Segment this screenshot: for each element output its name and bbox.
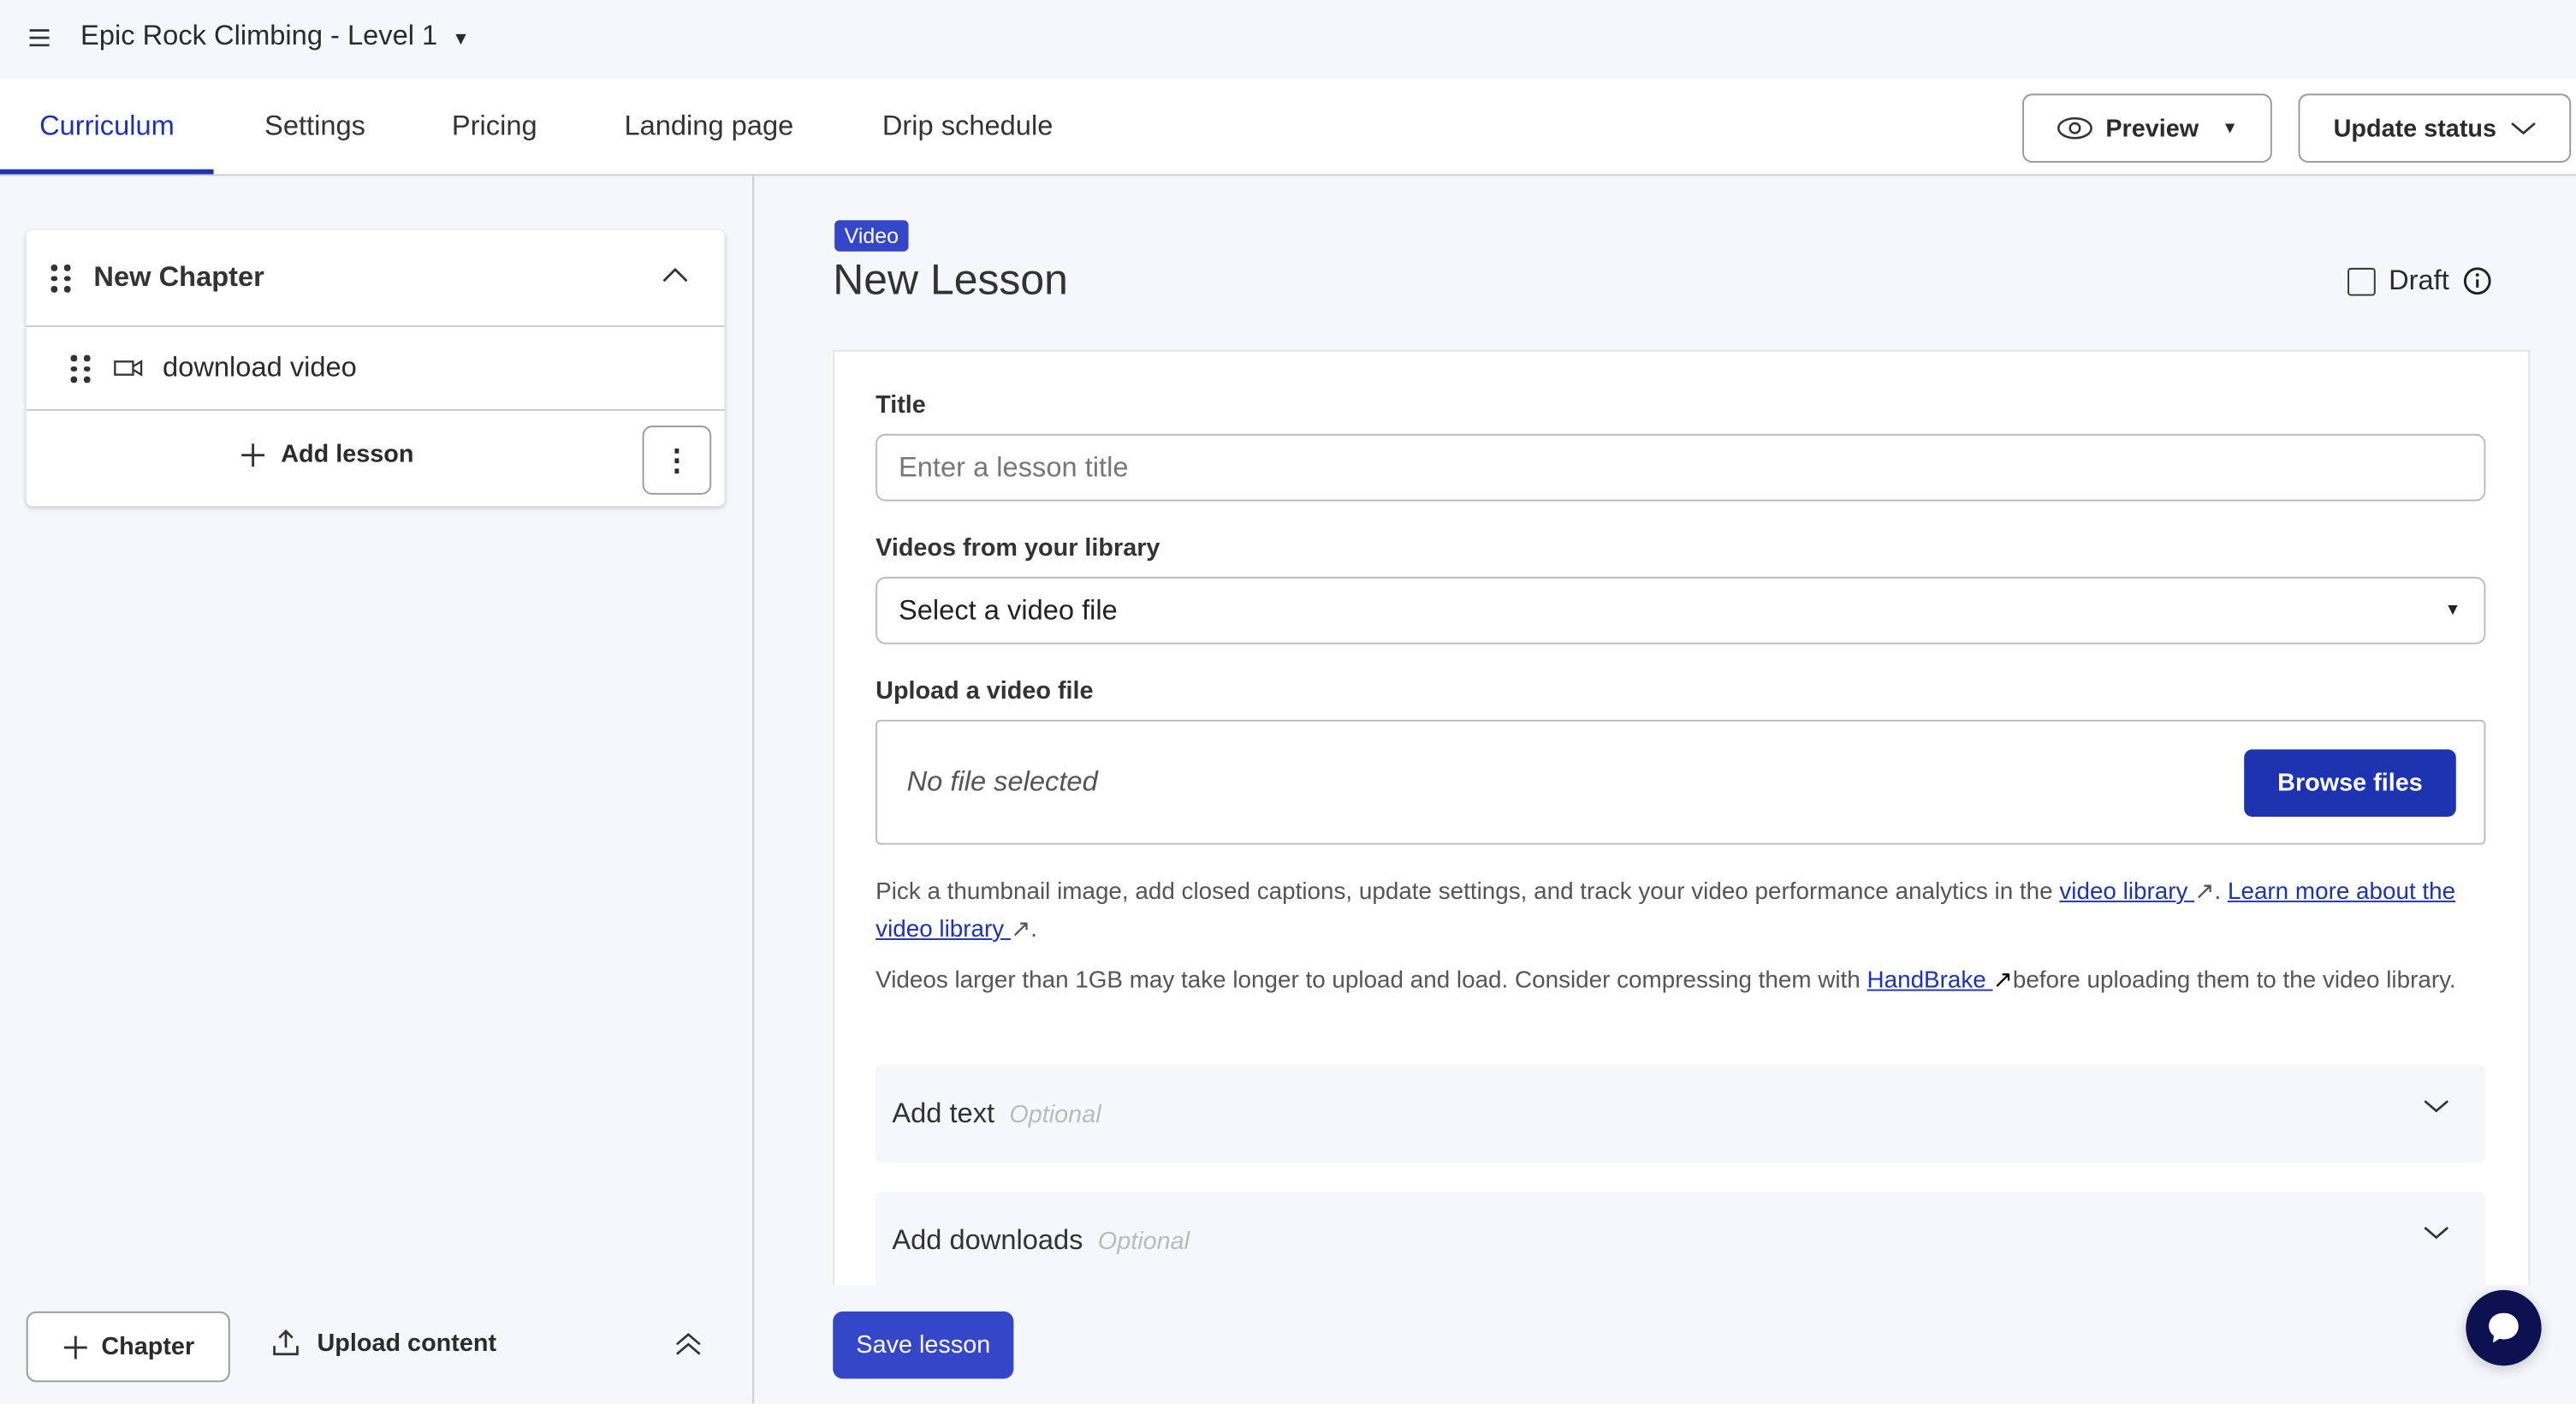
chevron-down-icon bbox=[2510, 122, 2536, 135]
preview-button[interactable]: Preview ▼ bbox=[2022, 93, 2272, 164]
preview-label: Preview bbox=[2105, 114, 2199, 143]
caret-down-icon: ▼ bbox=[2222, 119, 2239, 138]
help-text: . bbox=[1030, 917, 1038, 943]
upload-label: Upload a video file bbox=[875, 676, 1094, 705]
caret-down-icon: ▼ bbox=[451, 29, 470, 50]
video-library-select[interactable]: Select a video file ▼ bbox=[875, 576, 2486, 645]
chapter-card: New Chapter download video Add lesson ⋮ bbox=[26, 229, 725, 507]
caret-down-icon: ▼ bbox=[2444, 601, 2461, 620]
add-text-accordion[interactable]: Add text Optional bbox=[875, 1064, 2486, 1164]
optional-label: Optional bbox=[1009, 1100, 1101, 1128]
chevron-down-icon bbox=[2424, 1100, 2449, 1113]
file-size-help: Videos larger than 1GB may take longer t… bbox=[875, 963, 2494, 1001]
menu-icon[interactable] bbox=[28, 28, 51, 48]
add-lesson-label: Add lesson bbox=[281, 440, 414, 469]
drag-handle-icon[interactable] bbox=[70, 354, 91, 383]
tab-drip-schedule[interactable]: Drip schedule bbox=[881, 110, 1054, 142]
title-label: Title bbox=[875, 390, 926, 419]
upload-content-label: Upload content bbox=[317, 1328, 497, 1357]
top-bar: Epic Rock Climbing - Level 1 ▼ bbox=[0, 0, 2576, 80]
draft-toggle[interactable]: Draft bbox=[2347, 265, 2492, 297]
info-icon[interactable] bbox=[2462, 266, 2492, 296]
help-text: Pick a thumbnail image, add closed capti… bbox=[875, 878, 2060, 906]
handbrake-link[interactable]: HandBrake bbox=[1867, 967, 1993, 995]
chapter-header[interactable]: New Chapter bbox=[26, 230, 725, 328]
lesson-item[interactable]: download video bbox=[26, 327, 725, 411]
video-library-help: Pick a thumbnail image, add closed capti… bbox=[875, 874, 2494, 949]
add-text-label: Add text bbox=[892, 1098, 995, 1129]
add-chapter-button[interactable]: Chapter bbox=[26, 1311, 230, 1383]
video-library-selected: Select a video file bbox=[899, 593, 1118, 626]
external-link-icon: ↗ bbox=[1992, 967, 2013, 995]
chevron-up-icon[interactable] bbox=[662, 267, 689, 284]
drag-handle-icon[interactable] bbox=[50, 265, 71, 292]
browse-files-button[interactable]: Browse files bbox=[2244, 749, 2456, 818]
page-title: New Lesson bbox=[833, 254, 1068, 305]
help-text: Videos larger than 1GB may take longer t… bbox=[875, 967, 1867, 995]
panel-divider bbox=[752, 176, 755, 1404]
draft-checkbox[interactable] bbox=[2347, 266, 2376, 295]
optional-label: Optional bbox=[1097, 1226, 1190, 1255]
upload-content-button[interactable]: Upload content bbox=[271, 1328, 496, 1358]
add-lesson-button[interactable]: Add lesson bbox=[240, 440, 413, 468]
collapse-all-icon[interactable] bbox=[675, 1331, 702, 1358]
upload-dropzone[interactable]: No file selected Browse files bbox=[875, 719, 2486, 845]
upload-icon bbox=[273, 1329, 299, 1356]
video-library-link[interactable]: video library bbox=[2059, 878, 2195, 906]
chat-bubble-icon bbox=[2489, 1312, 2519, 1343]
plus-icon bbox=[63, 1335, 87, 1359]
update-status-button[interactable]: Update status bbox=[2298, 93, 2572, 164]
kebab-icon: ⋮ bbox=[662, 443, 692, 476]
eye-icon bbox=[2057, 116, 2092, 140]
course-title: Epic Rock Climbing - Level 1 bbox=[80, 20, 438, 51]
lesson-title: download video bbox=[163, 351, 357, 384]
save-lesson-button[interactable]: Save lesson bbox=[833, 1311, 1014, 1379]
library-label: Videos from your library bbox=[875, 533, 1160, 562]
external-link-icon: ↗ bbox=[2194, 878, 2215, 906]
no-file-text: No file selected bbox=[906, 765, 1098, 798]
chevron-down-icon bbox=[2424, 1226, 2449, 1240]
add-downloads-accordion[interactable]: Add downloads Optional bbox=[875, 1191, 2486, 1286]
video-icon bbox=[114, 360, 143, 377]
help-text: . bbox=[2214, 878, 2228, 906]
course-selector[interactable]: Epic Rock Climbing - Level 1 ▼ bbox=[80, 20, 470, 52]
tab-landing-page[interactable]: Landing page bbox=[624, 110, 794, 142]
draft-label: Draft bbox=[2389, 265, 2449, 296]
tab-bar: Curriculum Settings Pricing Landing page… bbox=[0, 79, 2576, 176]
learn-more-link[interactable]: Learn more about the video library bbox=[875, 878, 2456, 943]
tab-pricing[interactable]: Pricing bbox=[451, 110, 537, 142]
chapter-title: New Chapter bbox=[93, 261, 264, 293]
add-chapter-label: Chapter bbox=[101, 1332, 195, 1361]
lesson-type-badge: Video bbox=[834, 220, 909, 252]
more-options-button[interactable]: ⋮ bbox=[642, 425, 712, 495]
tab-settings[interactable]: Settings bbox=[264, 110, 365, 142]
tab-curriculum[interactable]: Curriculum bbox=[0, 79, 214, 175]
chat-button[interactable] bbox=[2466, 1289, 2542, 1366]
update-status-label: Update status bbox=[2333, 114, 2497, 143]
add-downloads-label: Add downloads bbox=[892, 1224, 1083, 1256]
plus-icon bbox=[241, 443, 265, 467]
external-link-icon: ↗ bbox=[1010, 917, 1031, 943]
title-input[interactable]: Enter a lesson title bbox=[875, 433, 2486, 502]
lesson-form: Title Enter a lesson title Videos from y… bbox=[833, 349, 2531, 1286]
help-text: before uploading them to the video libra… bbox=[2012, 967, 2456, 995]
